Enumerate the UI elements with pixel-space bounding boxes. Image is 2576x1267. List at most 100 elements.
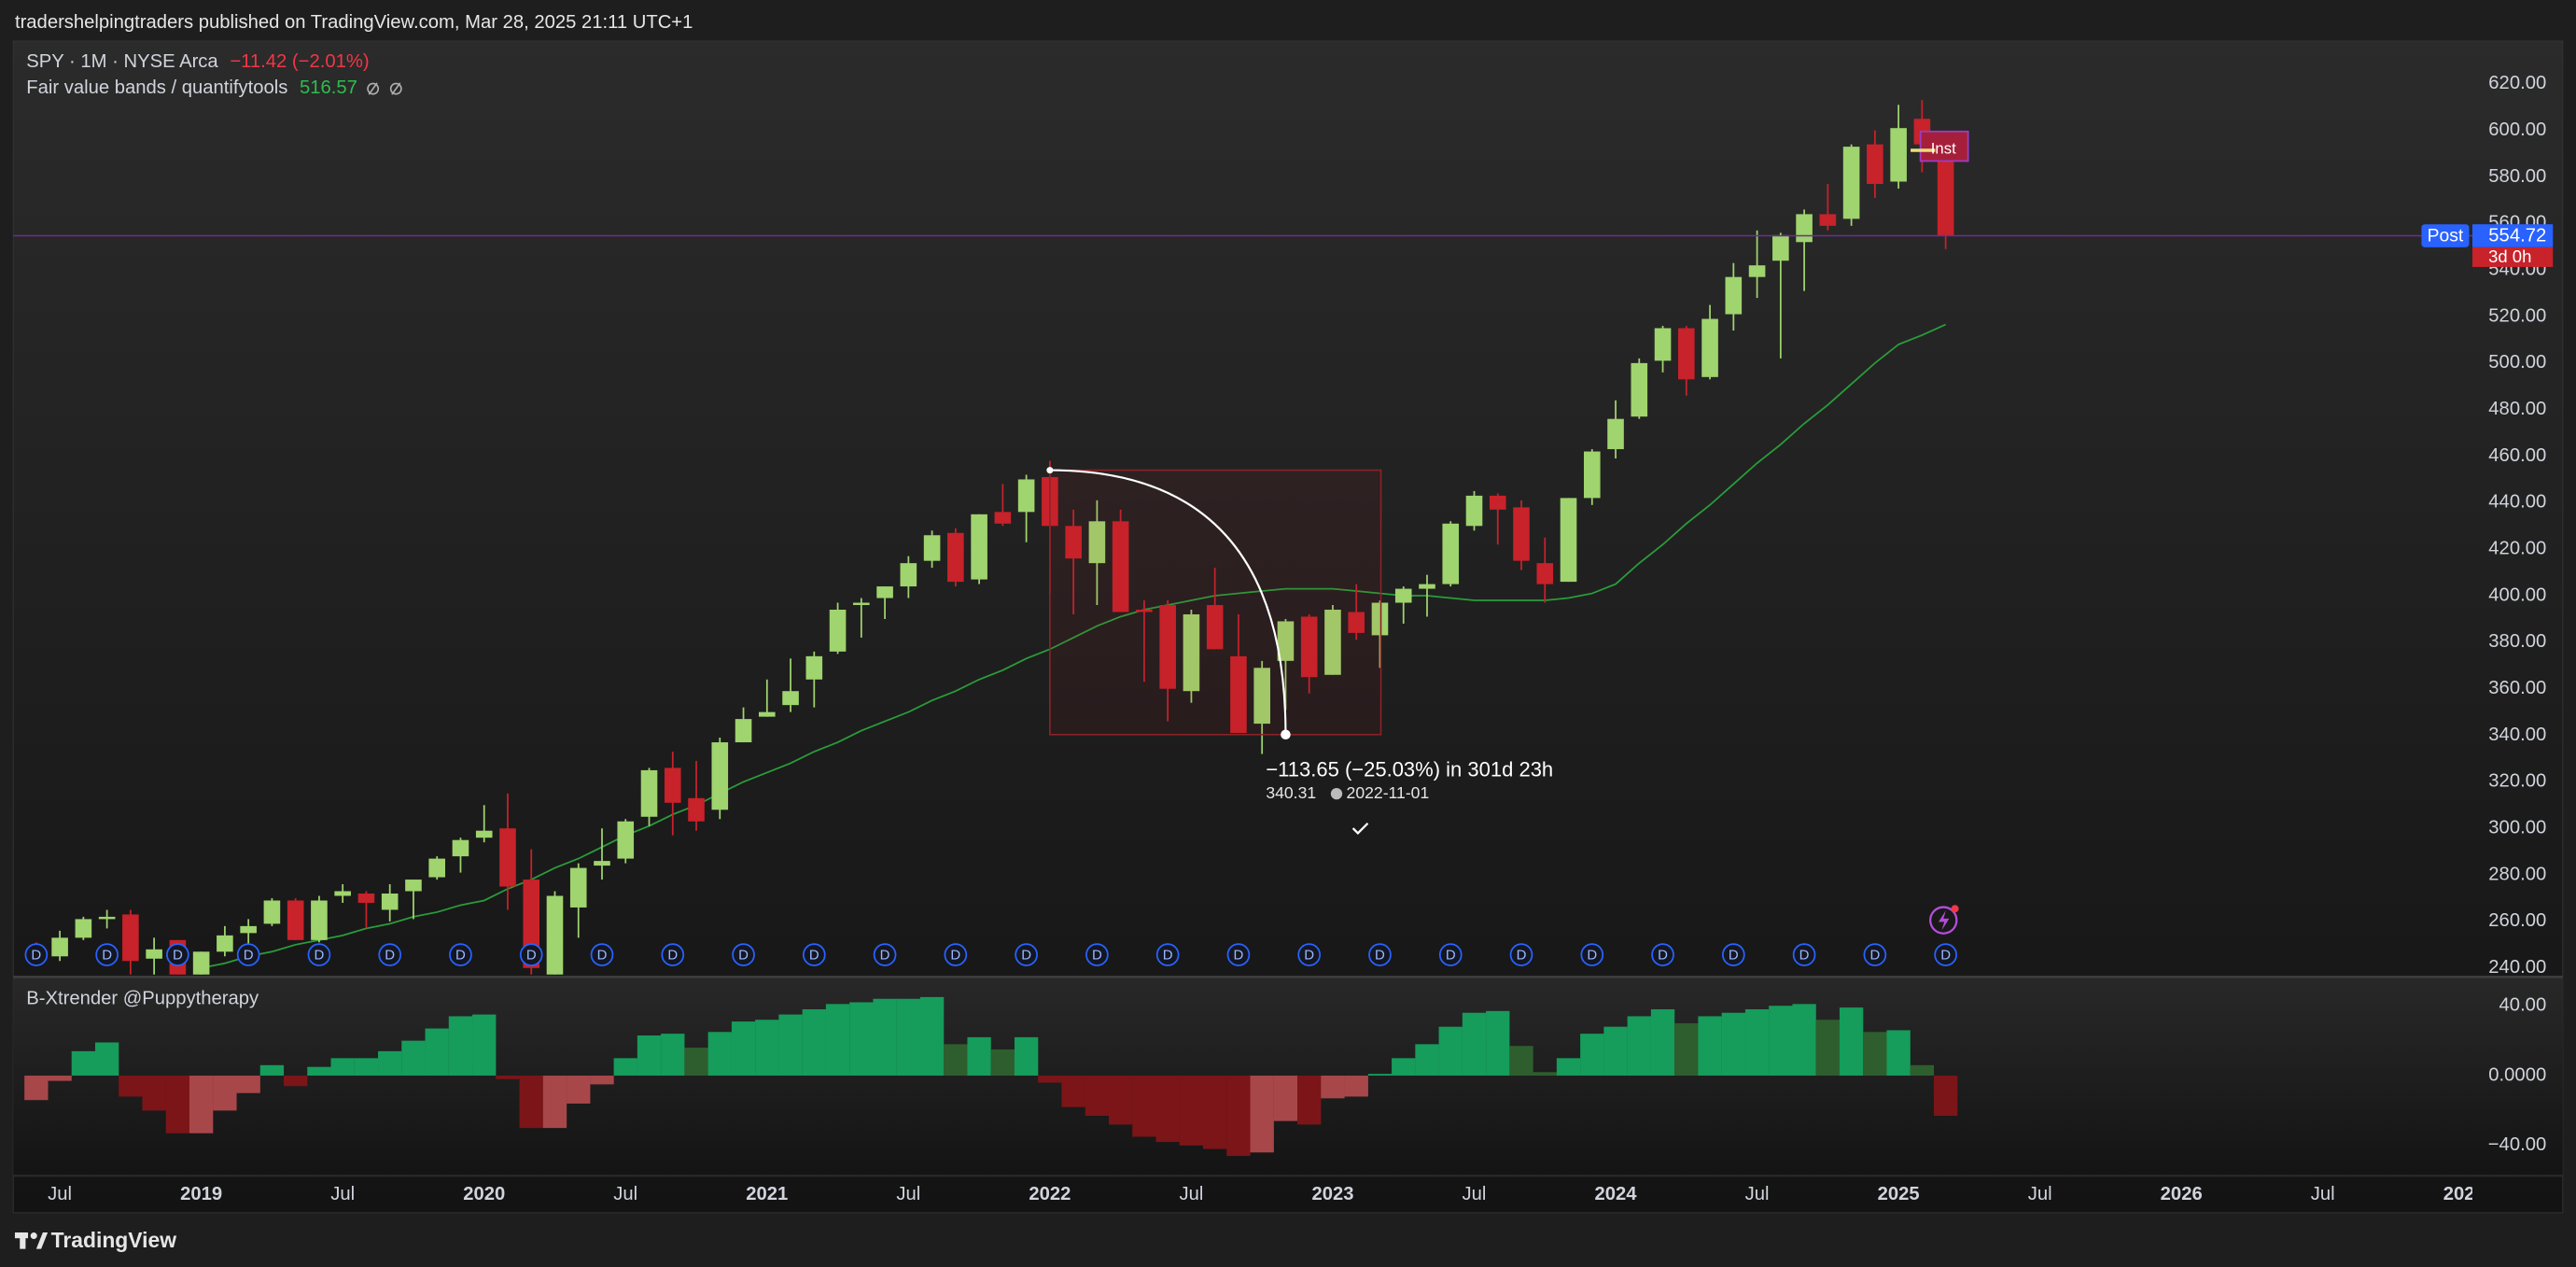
candle-body [1300,616,1318,678]
dividend-marker [166,943,189,966]
y-tick-label: 400.00 [2488,584,2546,605]
x-tick-label: 2025 [1878,1184,1920,1204]
candle-body [1748,265,1766,277]
candle-body [452,839,469,857]
x-tick-label: Jul [896,1184,920,1204]
symbol-legend: SPY · 1M · NYSE Arca −11.42 (−2.01%) [26,51,369,72]
candle-body [1253,668,1270,725]
histogram-bar [567,1076,591,1104]
histogram-bar [755,1020,779,1077]
candle-body [1183,613,1200,692]
overlay-legend: Fair value bands / quantifytools 516.57 [26,77,357,98]
y-tick-label: 420.00 [2488,539,2546,559]
histogram-bar [24,1076,49,1101]
dividend-marker [1722,943,1745,966]
x-tick-label: 2023 [1311,1184,1353,1204]
histogram-bar [71,1050,96,1077]
histogram-bar [236,1076,260,1093]
inst-marker-label: Inst [1931,140,1956,158]
candle-body [1065,526,1082,559]
histogram-bar [542,1076,567,1129]
y2-tick-label: 0.0000 [2488,1064,2546,1085]
histogram-bar [1886,1030,1911,1077]
histogram-bar [1580,1034,1604,1077]
candle-body [75,919,92,938]
histogram-bar [307,1066,331,1077]
histogram-bar [1698,1016,1722,1077]
dividend-marker [1226,943,1251,966]
dividend-marker [1651,943,1674,966]
y-tick-label: 620.00 [2488,73,2546,93]
candle-body [853,602,870,606]
candle-body [1277,621,1295,661]
candle-body [617,821,635,859]
candle-body [1796,214,1813,243]
histogram-bar [1155,1076,1180,1143]
histogram-bar [1533,1072,1557,1077]
countdown-label: 3d 0h [2488,246,2531,266]
histogram-bar [873,998,897,1077]
candle-body [829,609,847,652]
dividend-label: D [1658,947,1668,963]
clock-icon [1330,787,1343,800]
time-axis: Jul 2019 Jul 2020 Jul 2021 Jul 2022 Jul 2023 Jul 20… [48,1184,2485,1204]
candle-body [51,937,68,957]
histogram-bar [1038,1076,1062,1083]
candle-body [1419,584,1435,589]
dividend-marker [1580,943,1604,966]
histogram-bar [259,1064,285,1077]
candle-body [1560,498,1577,583]
histogram-bar [944,1044,968,1077]
histogram-bar [48,1076,72,1081]
candle-body [971,514,987,580]
legend-icons [367,82,402,95]
candle-body [1772,234,1789,261]
x-tick-label: Jul [48,1184,72,1204]
dividend-label: D [950,947,960,963]
dividend-label: D [1940,947,1951,963]
histogram-bar [142,1076,166,1111]
candle-body [805,655,823,680]
candle-body [594,861,610,866]
dividend-label: D [597,947,608,963]
dividend-marker [873,943,897,966]
histogram-bar [1061,1076,1085,1107]
measure-end [1281,729,1291,740]
dividend-label: D [31,947,41,963]
histogram-bar [519,1076,543,1129]
histogram-bar [896,998,921,1077]
histogram-bar [1509,1046,1533,1077]
histogram-bar [1721,1012,1745,1077]
y-tick-label: 600.00 [2488,120,2546,140]
histogram-bar [1273,1076,1298,1121]
histogram-bar [354,1058,379,1077]
histogram-bar [330,1058,355,1077]
y2-tick-label: 40.00 [2499,995,2547,1016]
histogram-bar [802,1008,826,1077]
dividend-label: D [1446,947,1456,963]
candle-body [1230,655,1247,734]
candle-body [569,867,587,908]
dividend-label: D [1092,947,1102,963]
y-tick-label: 300.00 [2488,818,2546,838]
candle-body [1513,507,1530,561]
x-tick-label: 2027 [2443,1184,2485,1204]
dividend-label: D [738,947,749,963]
histogram-bar [731,1021,756,1077]
dividend-label: D [173,947,183,963]
candle-body [334,891,351,896]
candle-body [381,893,399,910]
dividend-label: D [1021,947,1031,963]
y-tick-label: 480.00 [2488,399,2546,419]
histogram-bar [1203,1076,1227,1149]
candle-body [499,828,516,887]
dividend-label: D [809,947,819,963]
histogram-bar [1744,1008,1770,1077]
y-tick-label: 440.00 [2488,492,2546,513]
icon [368,82,378,95]
y-tick-label: 320.00 [2488,771,2546,792]
candle-body [994,512,1012,524]
dividend-label: D [455,947,466,963]
histogram-bar [990,1049,1015,1077]
